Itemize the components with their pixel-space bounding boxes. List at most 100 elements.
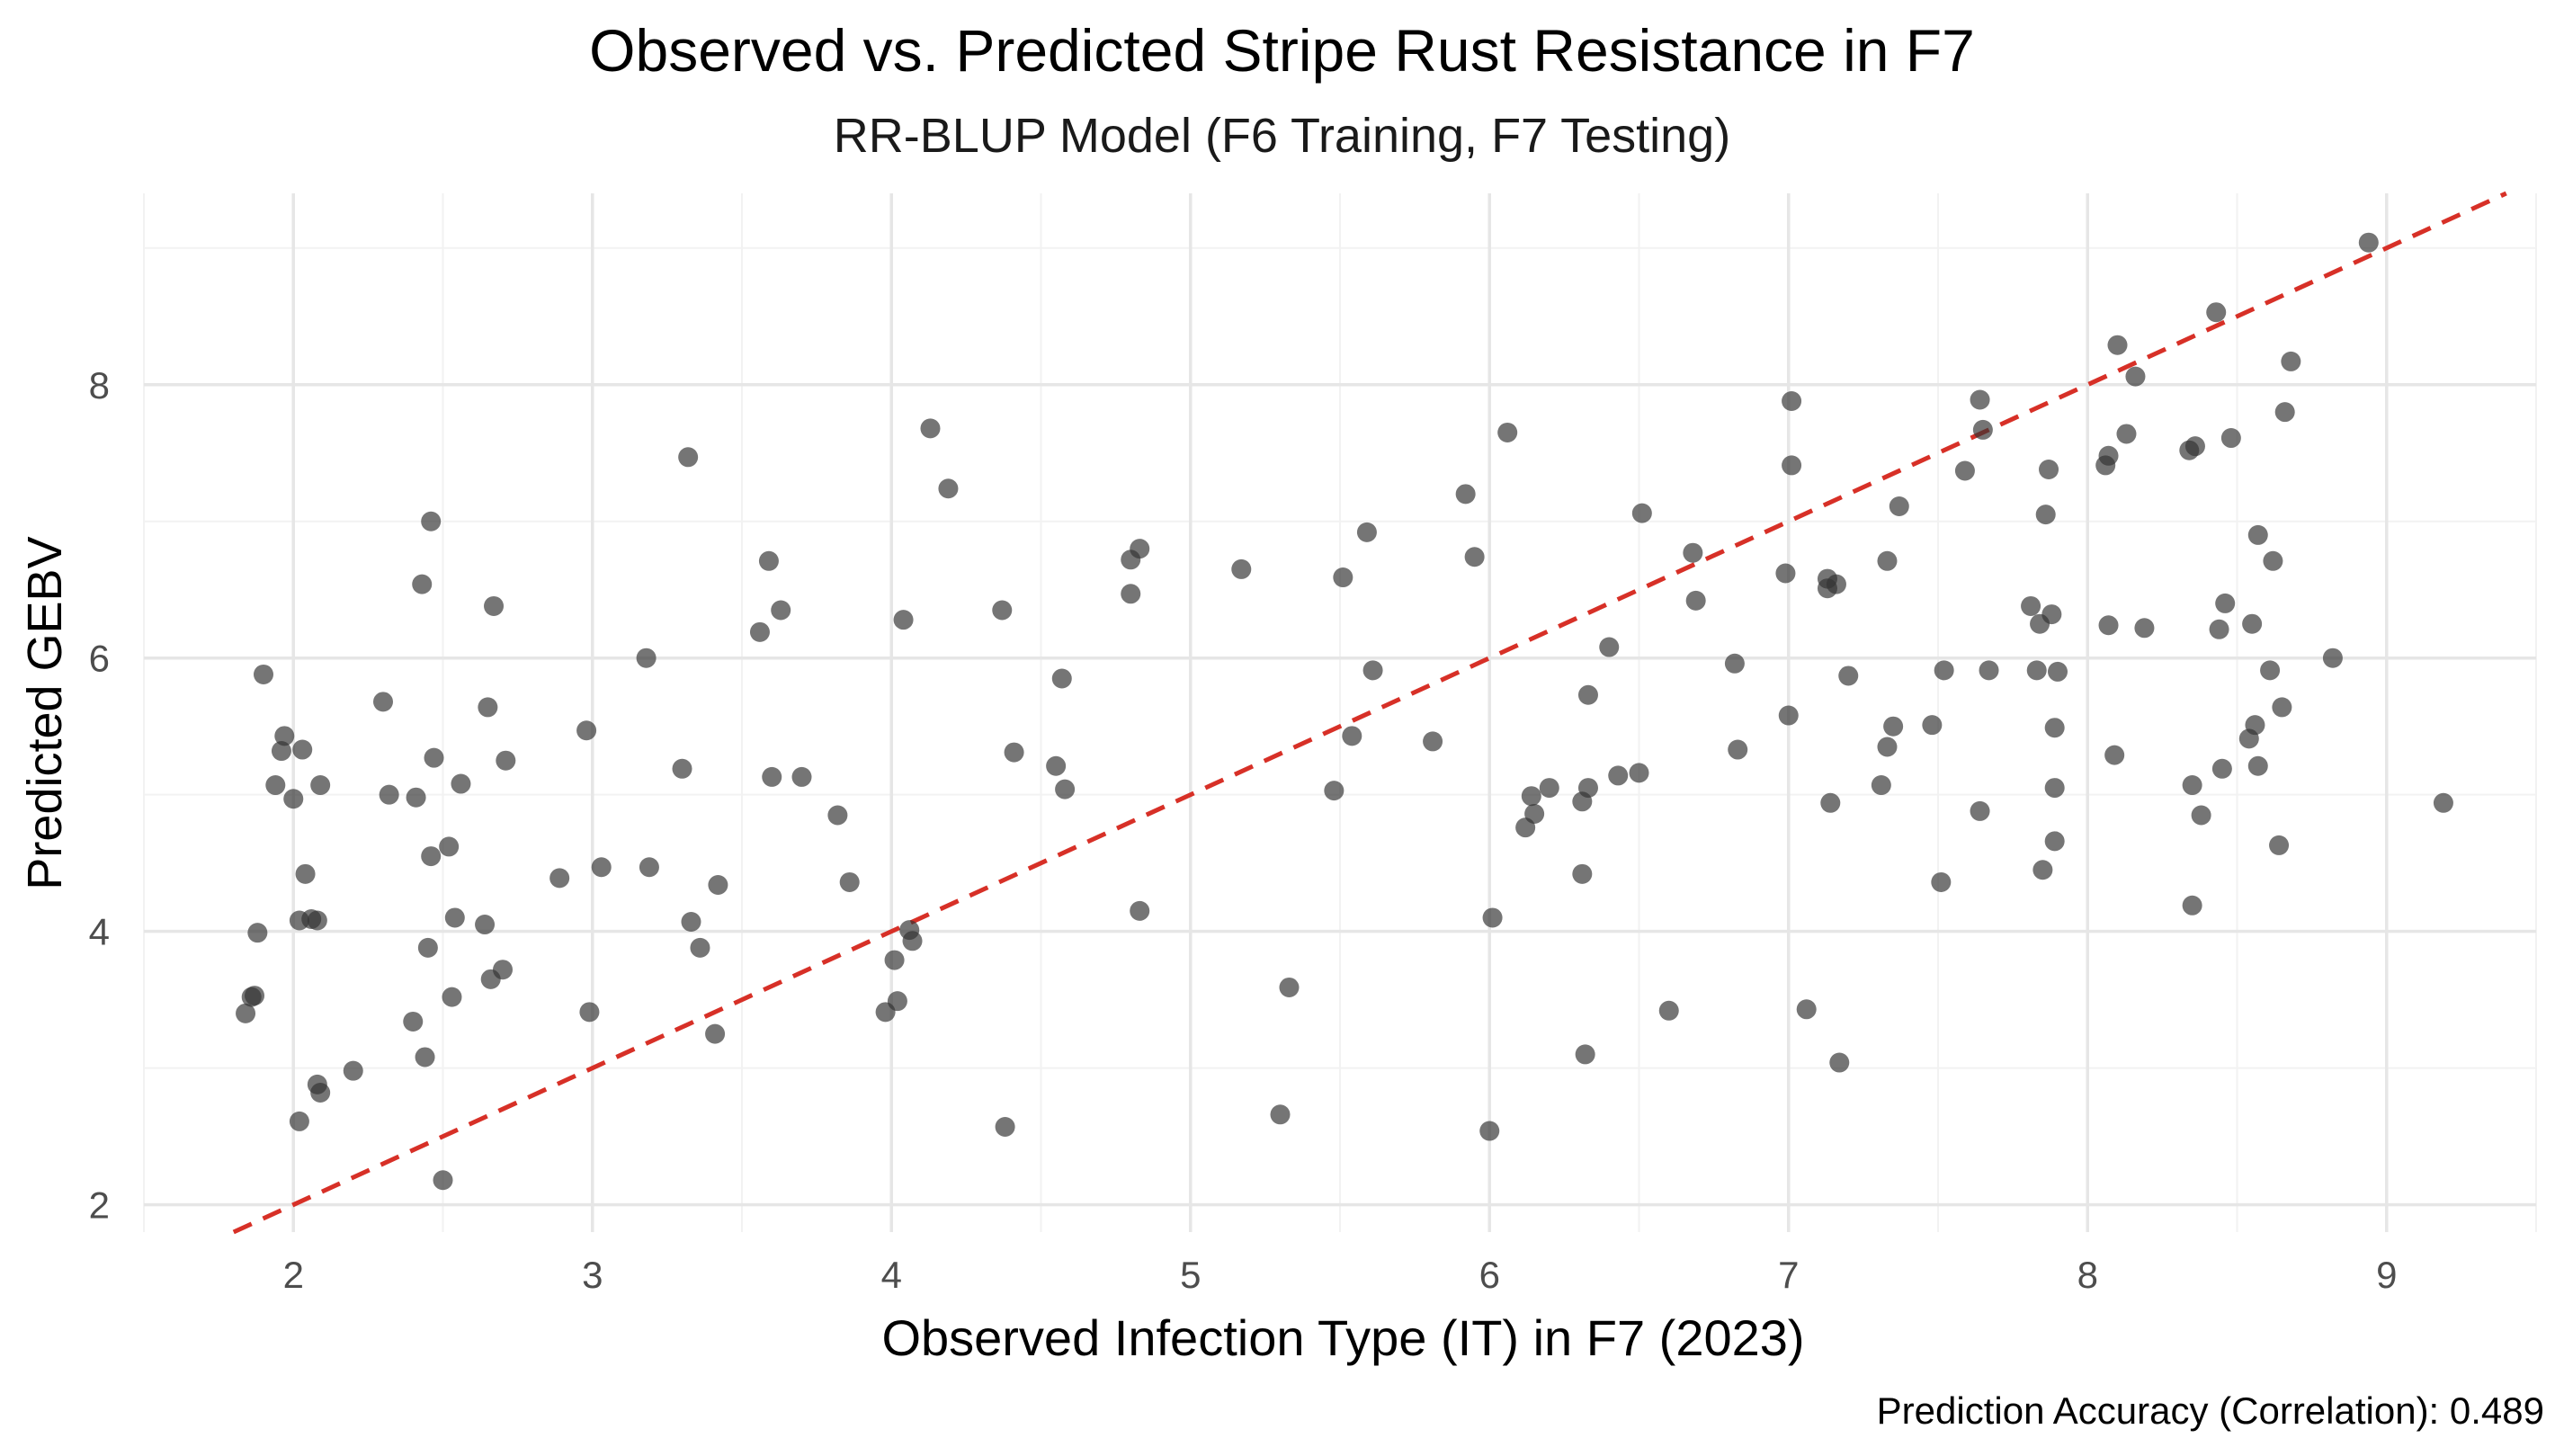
chart-subtitle: RR-BLUP Model (F6 Training, F7 Testing): [833, 109, 1731, 163]
data-point: [451, 773, 471, 794]
data-point: [1004, 742, 1024, 763]
data-point: [1877, 550, 1898, 571]
data-point: [762, 766, 782, 787]
data-point: [827, 805, 848, 826]
data-point: [289, 1111, 309, 1131]
data-point: [1279, 977, 1300, 997]
data-point: [1130, 539, 1150, 559]
data-point: [2247, 524, 2268, 545]
data-point: [1333, 567, 1353, 588]
data-point: [439, 836, 460, 857]
data-point: [2281, 351, 2301, 371]
x-tick-label: 2: [283, 1254, 304, 1296]
data-point: [271, 741, 291, 762]
data-point: [403, 1011, 424, 1032]
data-point: [2269, 835, 2290, 855]
x-tick-label: 7: [1778, 1254, 1799, 1296]
data-point: [1051, 668, 1072, 689]
data-point: [1796, 999, 1817, 1020]
data-point: [295, 863, 316, 884]
data-point: [708, 874, 728, 895]
data-point: [884, 950, 905, 970]
data-point: [1046, 755, 1067, 776]
data-point: [591, 857, 612, 878]
x-tick-label: 6: [1479, 1254, 1500, 1296]
data-point: [2035, 505, 2056, 525]
data-point: [2125, 366, 2146, 387]
data-point: [672, 758, 692, 779]
data-point: [2044, 718, 2065, 738]
data-point: [2182, 895, 2202, 916]
data-point: [412, 574, 433, 594]
data-point: [1362, 660, 1383, 681]
y-tick-label: 8: [89, 364, 110, 406]
reference-line-group: [232, 191, 2507, 1235]
data-point: [636, 648, 657, 668]
data-point: [1889, 496, 1909, 517]
data-point: [1423, 731, 1443, 752]
data-point: [2245, 715, 2265, 736]
data-point: [2048, 661, 2068, 682]
data-point: [2274, 402, 2295, 423]
data-point: [1356, 522, 1377, 542]
data-point: [887, 991, 907, 1012]
data-point: [1778, 705, 1799, 726]
data-point: [1820, 792, 1841, 813]
data-point: [1324, 781, 1345, 801]
data-point: [1658, 1000, 1679, 1021]
data-point: [2242, 613, 2263, 634]
data-point: [2104, 745, 2125, 765]
data-point: [1683, 542, 1703, 563]
data-point: [2209, 619, 2229, 639]
data-point: [484, 595, 505, 616]
data-point: [1877, 737, 1898, 757]
data-point: [2116, 424, 2137, 444]
data-point: [1922, 715, 1943, 736]
data-point: [639, 857, 659, 878]
data-point: [2044, 831, 2065, 852]
data-point: [1629, 763, 1649, 783]
y-tick-label: 2: [89, 1184, 110, 1227]
data-point: [406, 787, 426, 808]
data-point: [1829, 1052, 1850, 1073]
data-point: [373, 692, 393, 712]
data-point: [1954, 460, 1975, 481]
data-point: [705, 1023, 726, 1044]
data-point: [310, 775, 331, 796]
data-point: [379, 784, 399, 805]
data-point: [247, 923, 268, 943]
data-point: [1539, 778, 1559, 799]
data-point: [2184, 436, 2205, 457]
data-point: [1931, 871, 1952, 892]
data-point: [2433, 792, 2453, 813]
data-point: [2272, 697, 2292, 718]
data-point: [2098, 615, 2119, 636]
data-point: [2211, 758, 2232, 779]
data-point: [2191, 805, 2211, 826]
data-point: [1464, 547, 1485, 567]
data-point: [2098, 445, 2119, 466]
data-point: [579, 1002, 600, 1023]
data-point: [424, 747, 444, 768]
data-point: [2044, 778, 2065, 799]
data-point: [1455, 484, 1476, 505]
data-point: [265, 775, 286, 796]
grid-minor: [143, 193, 2537, 1232]
y-tick-label: 6: [89, 638, 110, 680]
data-point: [1270, 1104, 1291, 1125]
x-tick-label: 5: [1180, 1254, 1201, 1296]
data-point: [1972, 419, 1993, 440]
data-point: [2206, 302, 2227, 323]
data-point: [678, 447, 699, 468]
data-point: [2134, 618, 2155, 639]
data-point: [1782, 391, 1802, 411]
data-point: [310, 1082, 331, 1103]
data-point: [1782, 455, 1802, 476]
data-point: [1577, 778, 1598, 799]
data-point: [1577, 684, 1598, 705]
data-point: [920, 418, 941, 439]
data-point: [549, 868, 570, 889]
data-point: [417, 937, 438, 958]
data-point: [2021, 595, 2041, 616]
